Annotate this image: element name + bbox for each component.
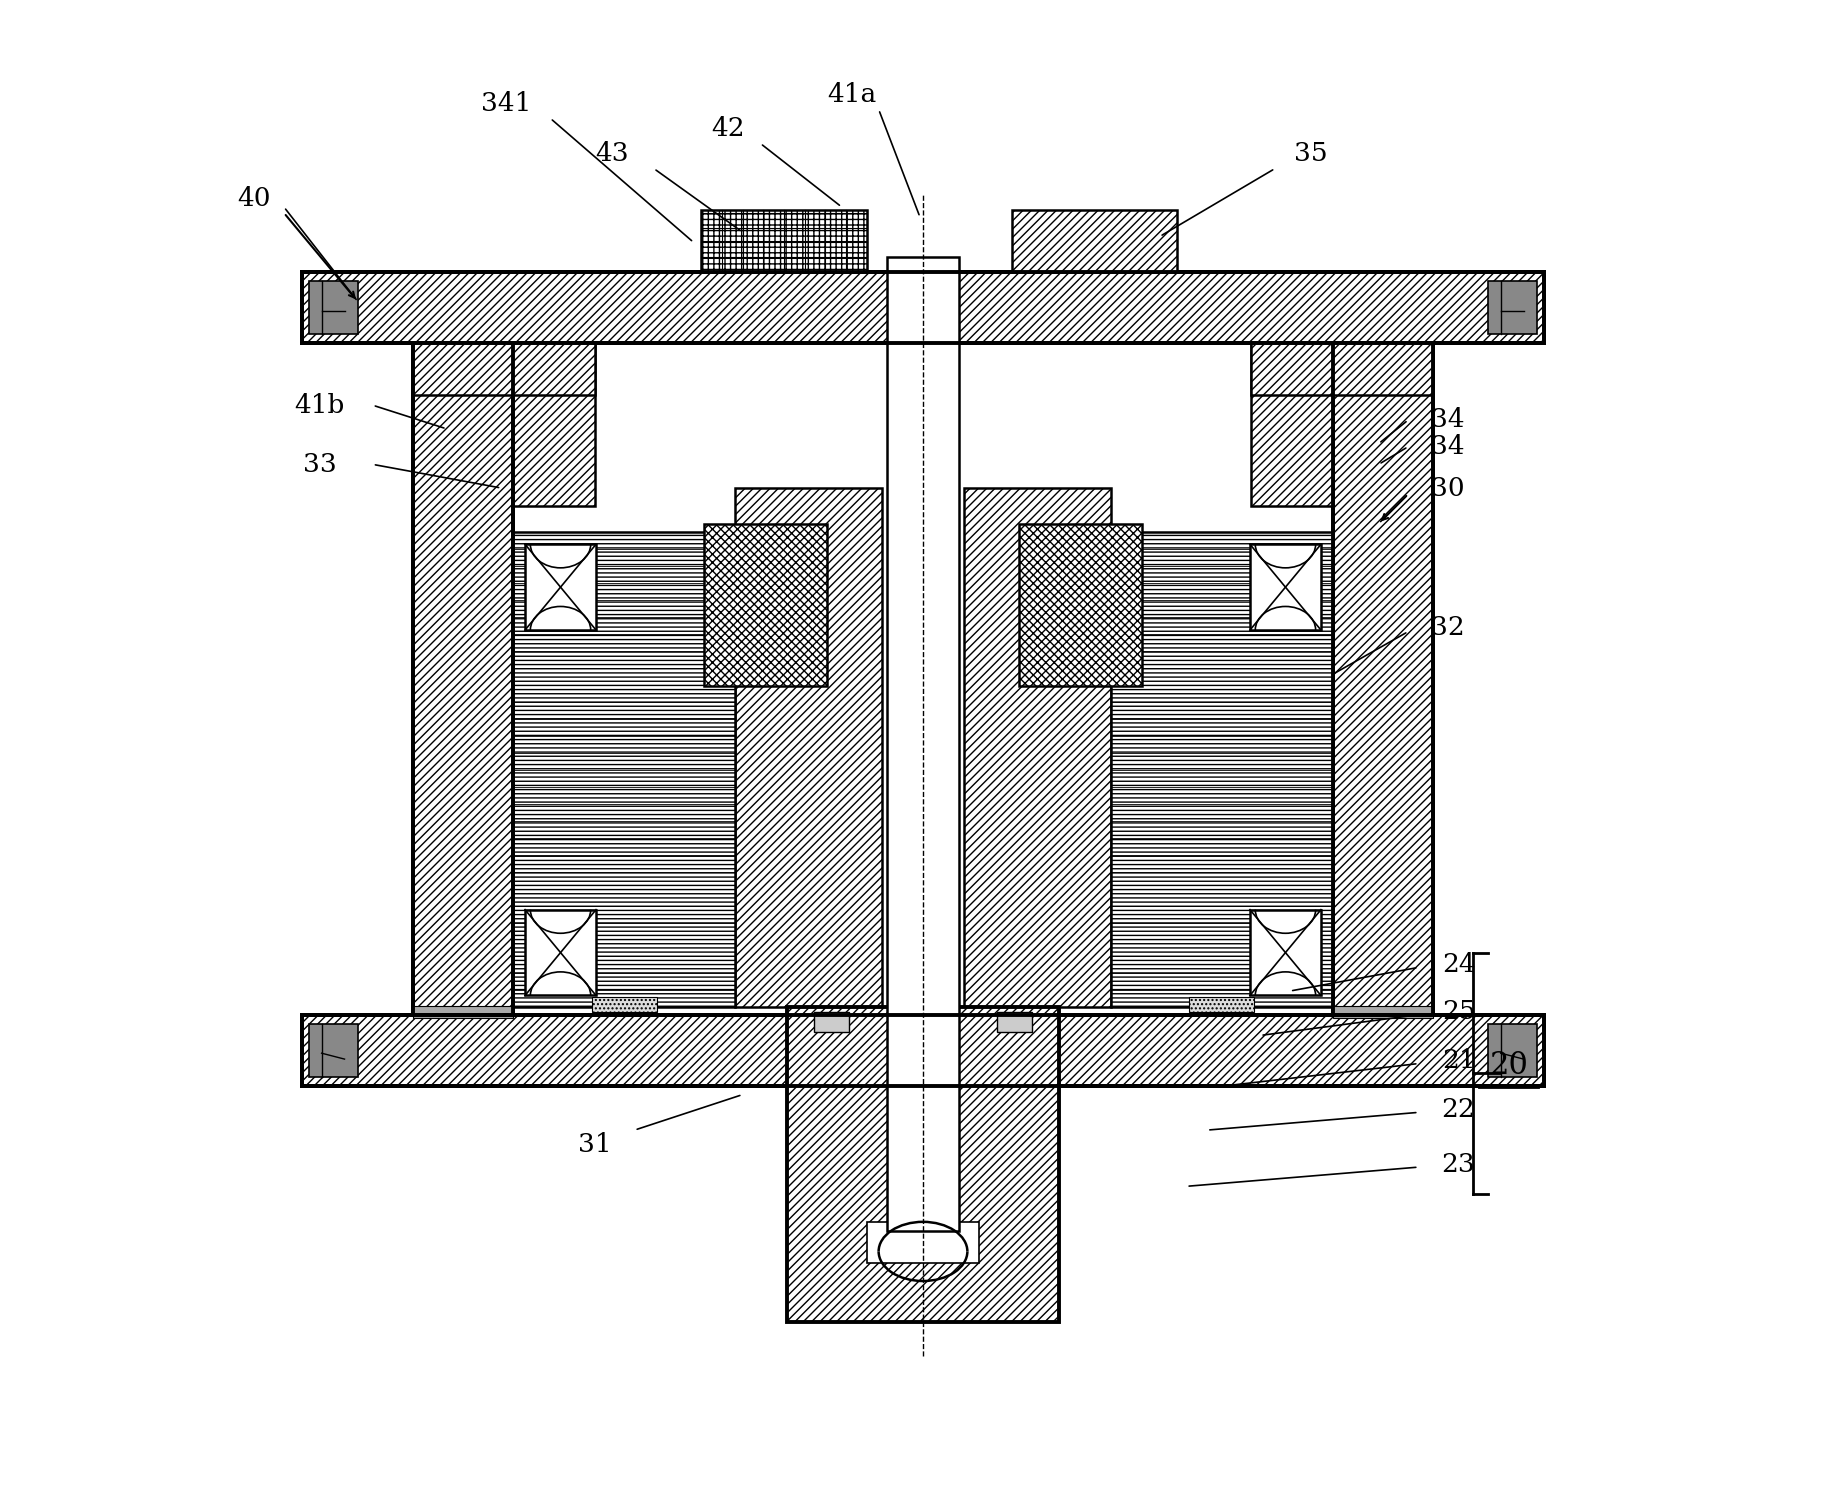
Bar xyxy=(964,489,1111,1007)
Text: 31: 31 xyxy=(578,1133,611,1157)
Bar xyxy=(308,1023,358,1077)
Text: 41a: 41a xyxy=(827,82,877,107)
Text: 40: 40 xyxy=(238,186,271,211)
Bar xyxy=(997,1011,1032,1032)
Text: 30: 30 xyxy=(1431,475,1466,500)
Bar xyxy=(1488,281,1538,334)
Bar xyxy=(414,1005,513,1017)
Bar xyxy=(1019,524,1143,686)
Bar xyxy=(888,257,958,1231)
Bar xyxy=(1111,533,1333,1007)
Text: 42: 42 xyxy=(711,116,744,141)
Text: 341: 341 xyxy=(480,91,532,116)
Bar xyxy=(703,524,827,686)
Bar xyxy=(1189,996,1255,1011)
Bar xyxy=(513,343,594,506)
Bar xyxy=(1333,343,1432,1014)
Bar xyxy=(414,343,513,1014)
Text: 24: 24 xyxy=(1442,952,1475,977)
Bar xyxy=(735,489,882,1007)
Bar xyxy=(1333,1005,1432,1017)
Bar xyxy=(786,1007,1060,1323)
Text: 25: 25 xyxy=(1442,999,1475,1025)
Text: 34: 34 xyxy=(1431,407,1466,432)
Bar xyxy=(524,910,596,995)
Bar xyxy=(1250,910,1322,995)
Bar xyxy=(308,281,358,334)
Text: 33: 33 xyxy=(303,451,336,477)
Bar xyxy=(524,545,596,630)
Text: 34: 34 xyxy=(1431,434,1466,459)
Text: 41b: 41b xyxy=(294,392,345,417)
Bar xyxy=(1252,343,1432,395)
Text: 43: 43 xyxy=(596,141,629,166)
Bar xyxy=(1012,209,1178,272)
Text: 35: 35 xyxy=(1294,141,1327,166)
Text: 32: 32 xyxy=(1431,615,1466,640)
Bar xyxy=(868,1222,978,1264)
Bar xyxy=(1252,343,1333,506)
Text: 23: 23 xyxy=(1442,1152,1475,1176)
Bar xyxy=(1250,545,1322,630)
Bar xyxy=(414,343,594,395)
Bar xyxy=(1488,1023,1538,1077)
Bar xyxy=(591,996,657,1011)
Text: 20: 20 xyxy=(1490,1050,1528,1081)
Bar xyxy=(814,1011,849,1032)
Bar xyxy=(513,533,735,1007)
Bar xyxy=(301,1014,1545,1086)
Bar xyxy=(701,209,868,272)
Bar xyxy=(301,272,1545,343)
Text: 22: 22 xyxy=(1442,1097,1475,1121)
Text: 21: 21 xyxy=(1442,1048,1475,1074)
